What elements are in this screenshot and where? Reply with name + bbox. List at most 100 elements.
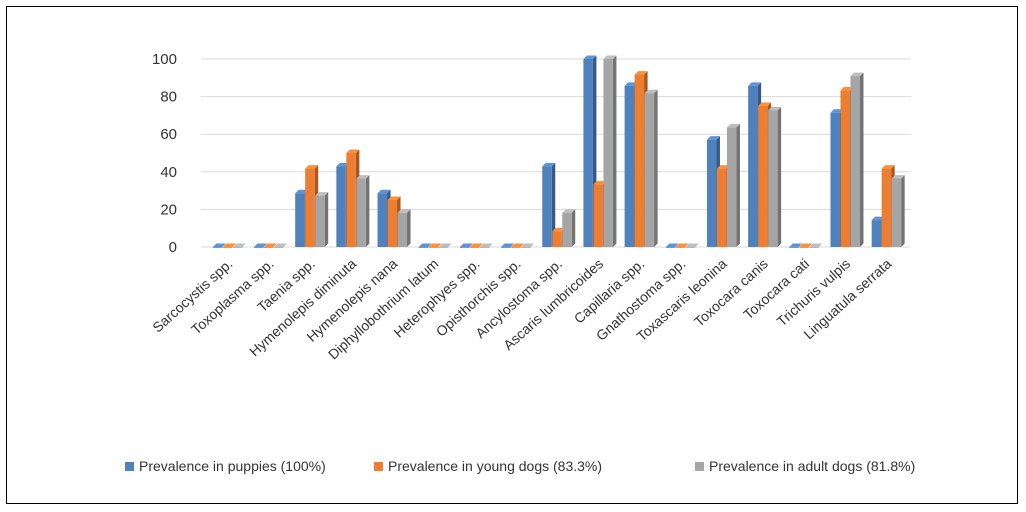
bar-front	[768, 110, 778, 247]
bar-top	[675, 243, 689, 247]
legend-item: Prevalence in young dogs (83.3%)	[374, 458, 602, 474]
bar	[726, 123, 740, 247]
bar-front	[469, 247, 480, 248]
bar-top	[748, 82, 762, 86]
bar-top	[232, 243, 246, 247]
bar-side	[777, 106, 782, 247]
bar-front	[562, 212, 572, 247]
bar-front	[644, 93, 655, 247]
bar-top	[644, 89, 658, 94]
bar	[542, 162, 556, 247]
bar-front	[603, 59, 613, 247]
bar-front	[665, 247, 676, 248]
bar-top	[387, 196, 401, 200]
bar-top	[397, 209, 411, 213]
bar	[809, 243, 823, 248]
bar-front	[511, 247, 521, 248]
bar	[274, 243, 288, 248]
legend-swatch	[125, 462, 134, 471]
bar-side	[407, 209, 411, 247]
bar	[459, 243, 473, 248]
bar	[511, 243, 525, 248]
bar-front	[675, 247, 686, 248]
bar-front	[377, 193, 388, 247]
bar-top	[891, 175, 905, 179]
bar	[799, 243, 813, 248]
bar-top	[479, 243, 493, 247]
bar-front	[459, 247, 470, 248]
y-tick-label: 20	[160, 201, 177, 218]
bar-front	[593, 184, 603, 247]
bar	[428, 243, 442, 248]
bar	[789, 243, 803, 248]
bar-top	[346, 149, 360, 153]
bar-front	[716, 168, 727, 247]
bar-top	[377, 189, 391, 194]
bar-top	[634, 71, 648, 75]
bar-front	[336, 166, 346, 247]
bar-front	[295, 193, 305, 247]
bar-front	[418, 247, 429, 248]
bar-top	[521, 243, 535, 247]
chart-frame: 0 20 40 60 80 100 Sarcocystis spp. Toxoplasma …	[6, 6, 1018, 504]
bar-front	[387, 200, 398, 247]
bar-side	[551, 162, 556, 247]
bar-top	[356, 175, 370, 179]
bar-top	[511, 243, 525, 247]
bar-front	[521, 247, 531, 248]
bar-side	[736, 123, 740, 247]
legend-swatch	[695, 462, 704, 471]
bar-top	[799, 243, 813, 247]
legend: Prevalence in puppies (100%) Prevalence i…	[125, 458, 915, 474]
bar-front	[356, 178, 366, 247]
legend-label: Prevalence in puppies (100%)	[139, 458, 326, 474]
bar	[685, 243, 699, 248]
bar-top	[768, 106, 782, 111]
bar	[222, 243, 236, 248]
bar	[675, 243, 689, 248]
bar-top	[438, 243, 452, 247]
bar-front	[264, 247, 274, 248]
y-axis-ticks: 0 20 40 60 80 100	[152, 51, 177, 256]
legend-item: Prevalence in adult dogs (81.8%)	[695, 458, 915, 474]
bar-top	[716, 165, 730, 169]
bar-top	[706, 136, 720, 140]
bar-top	[459, 243, 473, 247]
bar-top	[295, 189, 309, 194]
bar-front	[552, 231, 562, 247]
y-tick-label: 80	[160, 89, 177, 106]
bar	[891, 175, 905, 247]
bar-front	[685, 247, 696, 248]
bar-front	[850, 76, 860, 247]
bar	[469, 243, 483, 248]
bar	[212, 243, 226, 248]
bar-front	[809, 247, 819, 248]
bar-front	[634, 74, 645, 247]
bar-side	[654, 89, 658, 247]
bar-top	[624, 82, 638, 86]
bar-top	[305, 165, 319, 169]
bar-top	[789, 243, 803, 247]
bar-top	[809, 243, 823, 247]
bar	[315, 192, 329, 247]
bar-front	[254, 247, 264, 248]
bar-top	[593, 180, 607, 185]
bar	[397, 209, 411, 247]
bar-front	[706, 139, 717, 247]
bar-top	[758, 102, 772, 106]
bar	[501, 243, 515, 248]
bar-front	[479, 247, 490, 248]
bar-front	[840, 90, 850, 248]
legend-swatch	[374, 462, 383, 471]
bar-front	[624, 85, 635, 247]
bar-top	[542, 162, 556, 167]
bar-front	[583, 59, 593, 247]
bar-top	[871, 216, 885, 221]
bar-front	[438, 247, 449, 248]
bar-front	[871, 220, 882, 247]
bar-front	[274, 247, 284, 248]
bar-top	[418, 243, 432, 247]
bar-top	[212, 243, 226, 247]
bar	[665, 243, 679, 248]
y-tick-label: 0	[169, 239, 177, 256]
